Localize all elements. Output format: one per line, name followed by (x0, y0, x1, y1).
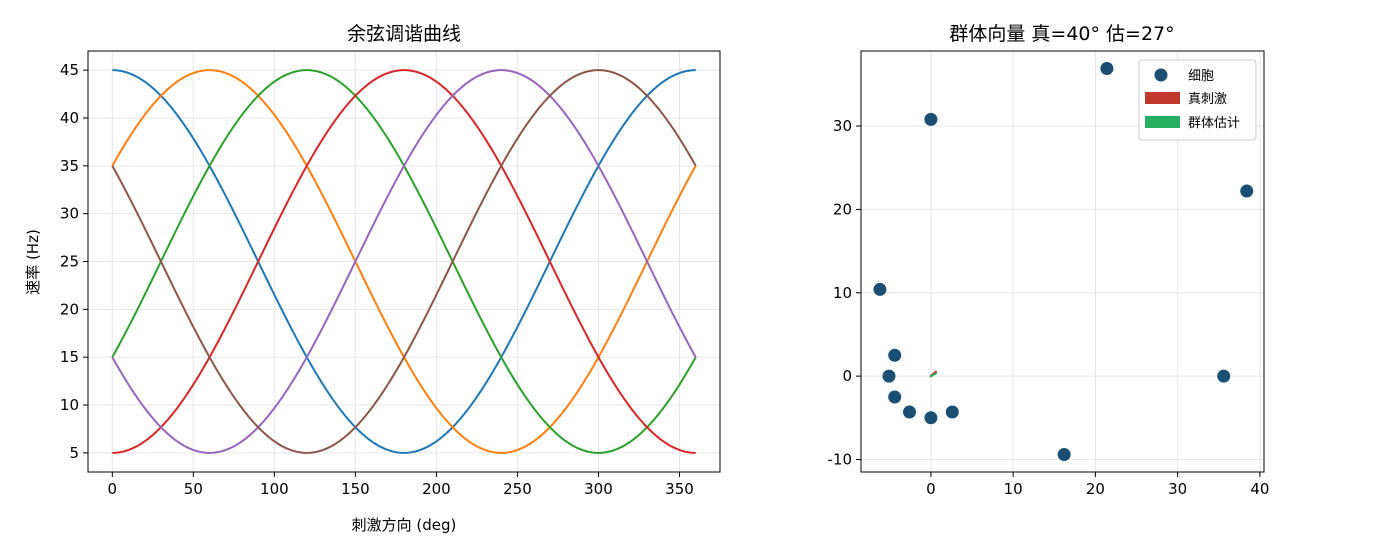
tuning-curve-240 (111, 69, 697, 454)
population-vector-chart-frame (860, 50, 1265, 473)
legend: 细胞 真刺激 群体估计 (1138, 59, 1257, 141)
tuning-chart-series (111, 69, 697, 454)
x-tick-label: 10 (1004, 480, 1023, 498)
y-tick-label: 45 (60, 61, 79, 79)
x-tick-label: 150 (341, 480, 370, 498)
population-vector-chart-title: 群体向量 真=40° 估=27° (949, 23, 1174, 45)
tuning-curve-300 (111, 69, 697, 454)
cell-point (924, 112, 938, 126)
y-tick-label: 10 (833, 284, 852, 302)
population-vector-chart-points (873, 62, 1254, 461)
cell-point (1100, 62, 1114, 76)
tuning-chart-ylabel: 速率 (Hz) (24, 229, 42, 295)
x-tick-label: 0 (926, 480, 936, 498)
y-tick-label: 0 (842, 367, 852, 385)
x-tick-label: 350 (665, 480, 694, 498)
cell-point (888, 348, 902, 362)
legend-patch-true-stimulus (1145, 92, 1180, 104)
cell-point (882, 369, 896, 383)
y-tick-label: 20 (833, 200, 852, 218)
population-vector-chart: 群体向量 真=40° 估=27° 0 10 20 30 40 -10 0 10 20 30 细胞 … (828, 23, 1270, 498)
cell-point (1217, 369, 1231, 383)
tuning-chart-xlabel: 刺激方向 (deg) (352, 516, 457, 534)
tuning-chart: 余弦调谐曲线 0 50 100 150 200 250 300 350 5 10 15 20 25 30 3… (24, 23, 721, 534)
cell-point (1057, 447, 1071, 461)
y-tick-label: -10 (828, 450, 853, 468)
y-tick-label: 35 (60, 157, 79, 175)
legend-label-population-estimate: 群体估计 (1188, 116, 1240, 131)
x-tick-label: 300 (584, 480, 613, 498)
x-tick-label: 30 (1168, 480, 1187, 498)
cell-point (888, 390, 902, 404)
y-tick-label: 10 (60, 396, 79, 414)
y-tick-label: 15 (60, 348, 79, 366)
y-tick-label: 25 (60, 253, 79, 271)
y-tick-label: 5 (69, 444, 79, 462)
cell-point (1240, 184, 1254, 198)
tuning-chart-grid (88, 51, 720, 472)
tuning-chart-ticks: 0 50 100 150 200 250 300 350 5 10 15 20 25 30 35 40 45 (60, 61, 694, 498)
population-vector-chart-ticks: 0 10 20 30 40 -10 0 10 20 30 (828, 117, 1270, 498)
population-vector-chart-vectors (929, 370, 938, 378)
x-tick-label: 20 (1086, 480, 1105, 498)
x-tick-label: 0 (108, 480, 118, 498)
legend-label-cells: 细胞 (1188, 69, 1214, 84)
population-estimate-vector (929, 372, 937, 378)
y-tick-label: 30 (60, 205, 79, 223)
x-tick-label: 50 (184, 480, 203, 498)
legend-patch-population-estimate (1145, 116, 1180, 128)
x-tick-label: 40 (1250, 480, 1269, 498)
legend-marker-cells (1154, 68, 1168, 82)
cell-point (873, 282, 887, 296)
x-tick-label: 250 (503, 480, 532, 498)
y-tick-label: 40 (60, 109, 79, 127)
y-tick-label: 20 (60, 300, 79, 318)
cell-point (924, 411, 938, 425)
y-tick-label: 30 (833, 117, 852, 135)
tuning-chart-title: 余弦调谐曲线 (347, 23, 461, 45)
cell-point (903, 405, 917, 419)
cell-point (945, 405, 959, 419)
legend-label-true-stimulus: 真刺激 (1188, 92, 1227, 107)
x-tick-label: 200 (422, 480, 451, 498)
x-tick-label: 100 (260, 480, 289, 498)
